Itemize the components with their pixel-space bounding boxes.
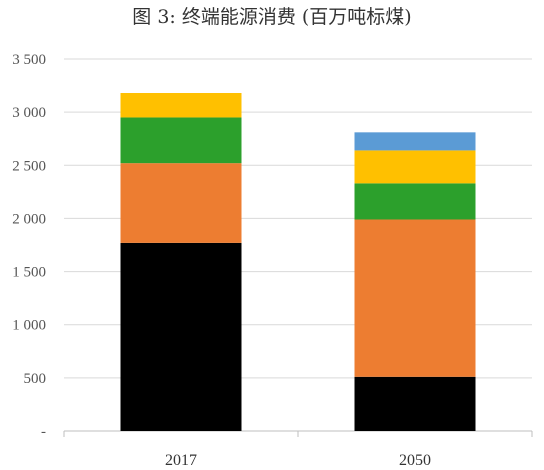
bar-segment — [354, 183, 476, 220]
y-tick-label: 1 500 — [12, 265, 46, 281]
y-tick-label: 500 — [24, 371, 47, 387]
chart-title: 图 3: 终端能源消费 (百万吨标煤) — [132, 6, 412, 28]
x-tick-label: 2017 — [165, 452, 197, 469]
bar-segment — [120, 163, 242, 243]
y-tick-label: 2 000 — [12, 211, 46, 227]
bar-segment — [120, 117, 242, 164]
y-tick-label: 3 500 — [12, 52, 46, 68]
x-tick-label: 2050 — [399, 452, 431, 469]
bar-segment — [354, 376, 476, 431]
y-tick-label: 3 000 — [12, 105, 46, 121]
y-tick-label: 1 000 — [12, 318, 46, 334]
y-tick-label: - — [41, 424, 46, 440]
bar-segment — [354, 132, 476, 151]
bar-segment — [120, 93, 242, 118]
bar-segment — [354, 150, 476, 184]
bar-segment — [120, 242, 242, 431]
y-tick-label: 2 500 — [12, 158, 46, 174]
bar-segment — [354, 219, 476, 377]
